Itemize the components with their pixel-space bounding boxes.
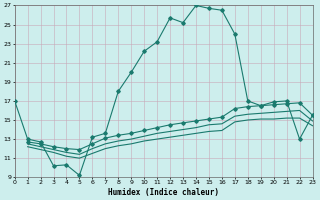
X-axis label: Humidex (Indice chaleur): Humidex (Indice chaleur) <box>108 188 219 197</box>
